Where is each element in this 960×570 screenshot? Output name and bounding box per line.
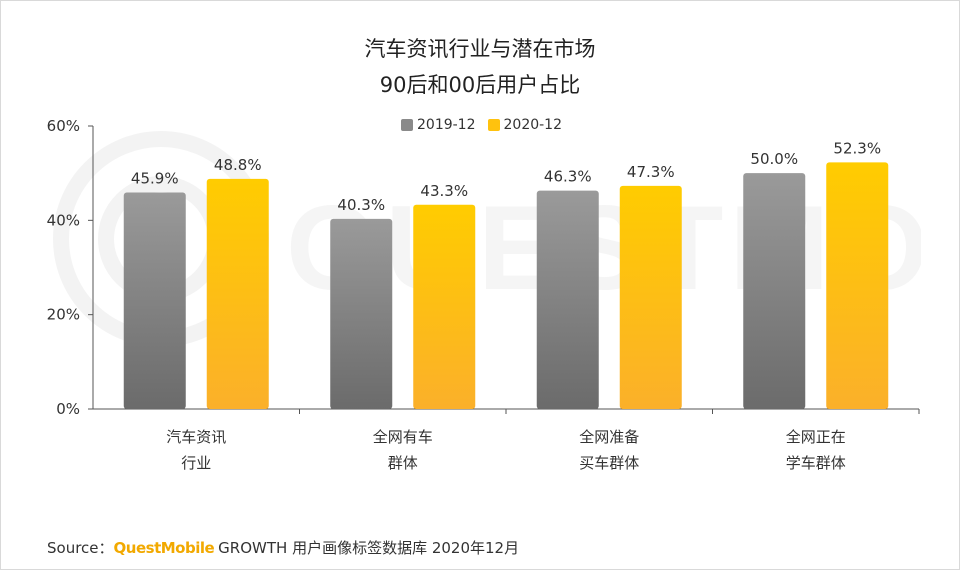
bar [743,173,806,409]
bar-value-label: 45.9% [131,170,179,188]
y-tick-label: 0% [56,400,80,418]
source-prefix: Source： [47,539,114,557]
y-tick-label: 40% [47,211,80,229]
bar [330,218,393,409]
bar [413,204,476,409]
legend-item-2019: 2019-12 [401,117,476,133]
bar [619,185,682,409]
legend-swatch-2019 [401,119,413,131]
bar-value-label: 40.3% [337,196,385,214]
x-category-label: 全网准备 [579,428,639,446]
source-text: GROWTH 用户画像标签数据库 2020年12月 [218,539,520,557]
bar [536,190,599,409]
chart-title: 汽车资讯行业与潜在市场 90后和00后用户占比 [1,31,959,103]
bar-value-label: 52.3% [833,139,881,157]
legend-label-2019: 2019-12 [417,117,476,133]
chart-title-line-1: 汽车资讯行业与潜在市场 [364,37,596,61]
bar [123,192,186,409]
bar-value-label: 50.0% [750,150,798,168]
source-brand: QuestMobile [113,539,215,557]
bar [826,162,889,409]
legend-item-2020: 2020-12 [487,117,563,133]
bar-value-label: 43.3% [420,182,468,200]
legend-label-2020: 2020-12 [503,117,563,133]
bar [206,178,269,409]
x-category-label: 学车群体 [786,454,846,472]
x-category-label: 行业 [181,454,211,472]
legend: 2019-12 2020-12 [401,117,574,133]
source-note: Source： QuestMobile GROWTH 用户画像标签数据库 202… [47,537,519,558]
x-category-label: 全网有车 [373,428,433,446]
chart-title-line-2: 90后和00后用户占比 [379,73,581,97]
y-tick-label: 20% [47,306,80,324]
bar-value-label: 47.3% [627,163,675,181]
bar-value-label: 46.3% [544,168,592,186]
x-category-label: 汽车资讯 [166,428,226,446]
legend-swatch-2020 [487,119,500,131]
bar-chart: 0% 20% 40% 60% 45.9% 48.8% 汽车资讯行业 40.3% 43.3% 全网… [47,117,920,472]
y-tick-label: 60% [47,117,80,135]
x-category-label: 买车群体 [579,454,639,472]
x-category-label: 全网正在 [786,428,846,446]
x-category-label: 群体 [388,454,418,472]
bar-value-label: 48.8% [214,156,262,174]
